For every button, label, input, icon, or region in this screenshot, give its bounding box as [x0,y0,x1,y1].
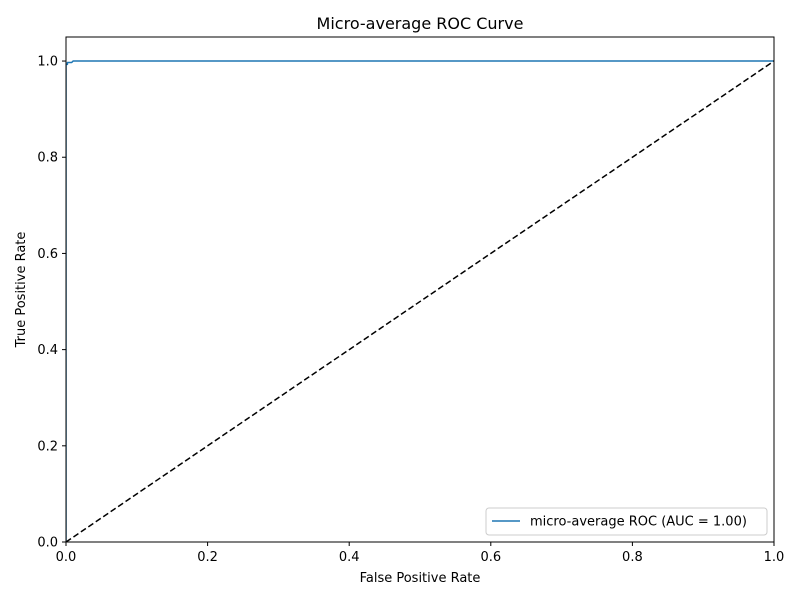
x-tick-label: 0.6 [480,550,501,565]
x-tick-label: 0.8 [622,550,643,565]
y-tick-label: 0.2 [37,439,58,454]
y-axis-label: True Positive Rate [14,232,29,349]
x-axis: 0.0 0.2 0.4 0.6 0.8 1.0 [56,542,785,565]
y-tick-label: 0.4 [37,343,58,358]
legend-label: micro-average ROC (AUC = 1.00) [530,515,747,530]
x-tick-label: 0.2 [197,550,218,565]
plot-frame [65,36,775,543]
y-tick-label: 0.0 [37,536,58,551]
x-tick-label: 0.4 [339,550,360,565]
series-layer [66,60,774,542]
y-tick-label: 1.0 [37,55,58,70]
micro-average-roc-line [66,60,774,542]
y-tick-label: 0.8 [37,151,58,166]
legend: micro-average ROC (AUC = 1.00) [485,507,768,536]
x-tick-label: 0.0 [56,550,77,565]
x-axis-label: False Positive Rate [360,571,481,586]
x-tick-label: 1.0 [764,550,785,565]
y-axis: 0.0 0.2 0.4 0.6 0.8 1.0 [37,55,66,551]
chart-title: Micro-average ROC Curve [317,14,524,33]
legend-box [485,507,768,536]
chance-diagonal-line [66,60,774,542]
y-tick-label: 0.6 [37,247,58,262]
